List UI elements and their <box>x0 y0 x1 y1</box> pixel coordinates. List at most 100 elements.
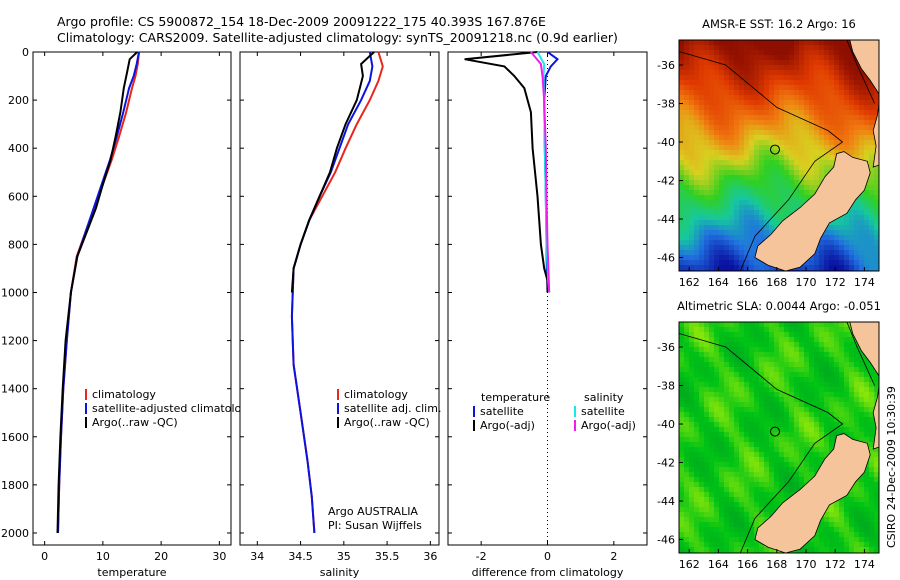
y-tick-label: -38 <box>657 98 675 111</box>
x-tick-label: 168 <box>766 558 787 571</box>
x-tick-label: 172 <box>825 276 846 289</box>
x-tick-label: 164 <box>708 276 729 289</box>
x-axis-label: temperature <box>97 566 166 579</box>
legend-label: climatology <box>92 388 156 401</box>
y-tick-label: -36 <box>657 341 675 354</box>
legend-heading: temperature <box>481 391 550 404</box>
y-tick-label: 1600 <box>1 431 29 444</box>
y-tick-label: 1200 <box>1 335 29 348</box>
x-tick-label: 34.5 <box>288 550 313 563</box>
x-tick-label: 30 <box>212 550 226 563</box>
y-tick-label: -40 <box>657 418 675 431</box>
legend-label: Argo(-adj) <box>480 419 535 432</box>
annotation-text: PI: Susan Wijffels <box>328 519 422 532</box>
land-north-island <box>849 322 879 377</box>
argo-position-marker <box>770 144 780 155</box>
plot-frame <box>32 51 232 546</box>
sla-map-panel: Altimetric SLA: 0.0044 Argo: -0.051 162 16… <box>657 299 881 571</box>
y-tick-label: -44 <box>657 495 675 508</box>
map-field <box>679 322 879 553</box>
y-tick-label: 2000 <box>1 527 29 540</box>
temperature-panel: 0 10 20 30 0 200 400 600 800 1000 1200 1400 1600 1800… <box>1 46 255 579</box>
x-tick-label: 35.5 <box>375 550 400 563</box>
land-north-island <box>872 103 879 168</box>
plot-frame <box>447 51 648 546</box>
legend-label: climatology <box>344 388 408 401</box>
salinity-panel: 34 34.5 35 35.5 36 salinity climatologysatelli… <box>239 51 441 579</box>
y-tick-label: 200 <box>8 94 29 107</box>
x-tick-label: 162 <box>679 558 700 571</box>
map-title: Altimetric SLA: 0.0044 Argo: -0.051 <box>677 299 881 313</box>
x-tick-label: 174 <box>854 276 875 289</box>
land-north-island <box>872 385 879 450</box>
y-tick-label: 400 <box>8 142 29 155</box>
x-axis-label: difference from climatology <box>472 566 624 579</box>
argo-position-marker <box>770 426 780 437</box>
legend-label: satellite <box>581 405 625 418</box>
y-tick-label: -38 <box>657 380 675 393</box>
y-tick-label: 800 <box>8 238 29 251</box>
x-tick-label: 170 <box>796 276 817 289</box>
map-title: AMSR-E SST: 16.2 Argo: 16 <box>702 17 856 31</box>
x-tick-label: -2 <box>476 550 487 563</box>
y-tick-label: -46 <box>657 534 675 547</box>
map-frame <box>678 321 880 554</box>
x-tick-label: 34 <box>250 550 264 563</box>
x-tick-label: 36 <box>423 550 437 563</box>
series-line <box>530 51 551 293</box>
series-line <box>464 51 549 293</box>
x-tick-label: 162 <box>679 276 700 289</box>
x-tick-label: 20 <box>154 550 168 563</box>
legend-label: satellite <box>480 405 524 418</box>
isobath-line <box>846 322 875 386</box>
x-tick-label: 166 <box>737 276 758 289</box>
x-tick-label: 164 <box>708 558 729 571</box>
y-tick-label: -42 <box>657 175 675 188</box>
header-line-1: Argo profile: CS 5900872_154 18-Dec-2009… <box>57 14 546 29</box>
map-field <box>679 40 879 271</box>
x-tick-label: 172 <box>825 558 846 571</box>
isobath-line <box>679 51 844 271</box>
y-tick-label: 1000 <box>1 286 29 299</box>
x-tick-label: 10 <box>96 550 110 563</box>
legend-heading: salinity <box>584 391 624 404</box>
land-south-island <box>754 151 871 271</box>
series-line <box>290 51 375 293</box>
land-north-island <box>849 40 879 95</box>
isobath-line <box>846 40 875 104</box>
legend-label: Argo(..raw -QC) <box>344 416 430 429</box>
series-line <box>56 51 138 534</box>
y-tick-label: 1400 <box>1 383 29 396</box>
y-tick-label: -42 <box>657 457 675 470</box>
x-tick-label: 0 <box>41 550 48 563</box>
land-south-island <box>754 433 871 553</box>
x-tick-label: 2 <box>610 550 617 563</box>
map-frame <box>678 39 880 272</box>
y-tick-label: 600 <box>8 190 29 203</box>
x-tick-label: 35 <box>337 550 351 563</box>
legend-label: Argo(-adj) <box>581 419 636 432</box>
plot-frame <box>239 51 440 546</box>
credit-text: CSIRO 24-Dec-2009 10:30:39 <box>885 386 898 548</box>
x-tick-label: 168 <box>766 276 787 289</box>
y-tick-label: -36 <box>657 59 675 72</box>
legend-label: Argo(..raw -QC) <box>92 416 178 429</box>
y-tick-label: -40 <box>657 136 675 149</box>
x-axis-label: salinity <box>320 566 360 579</box>
x-tick-label: 166 <box>737 558 758 571</box>
sst-map-panel: AMSR-E SST: 16.2 Argo: 16 162 164 166 168 170… <box>657 17 880 289</box>
y-tick-label: -46 <box>657 252 675 265</box>
isobath-line <box>679 333 844 553</box>
y-tick-label: 1800 <box>1 479 29 492</box>
legend-label: satellite adj. clim. <box>344 402 441 415</box>
y-tick-label: -44 <box>657 213 675 226</box>
x-tick-label: 0 <box>544 550 551 563</box>
header-line-2: Climatology: CARS2009. Satellite-adjuste… <box>57 30 618 45</box>
y-tick-label: 0 <box>22 46 29 59</box>
legend-label: satellite-adjusted climatology <box>92 402 255 415</box>
difference-panel: -2 0 2 difference from climatology temperatu… <box>447 51 648 579</box>
annotation-text: Argo AUSTRALIA <box>328 505 418 518</box>
x-tick-label: 174 <box>854 558 875 571</box>
